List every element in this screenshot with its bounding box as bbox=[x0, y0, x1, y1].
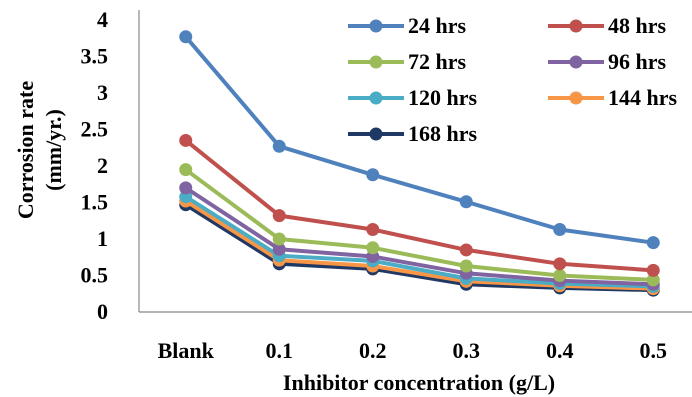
series-line bbox=[184, 199, 654, 291]
y-tick-label: 2 bbox=[97, 153, 108, 178]
legend-swatch-marker bbox=[369, 19, 383, 33]
legend-label: 48 hrs bbox=[608, 13, 667, 38]
data-point bbox=[272, 209, 286, 223]
series-line bbox=[184, 138, 654, 273]
legend-label: 168 hrs bbox=[408, 121, 478, 146]
series-line bbox=[184, 186, 654, 287]
data-point bbox=[366, 168, 380, 182]
y-tick-label: 1.5 bbox=[81, 190, 109, 215]
data-point bbox=[646, 273, 660, 287]
axes bbox=[138, 10, 692, 313]
x-axis-title: Inhibitor concentration (g/L) bbox=[283, 370, 555, 395]
series-line bbox=[184, 203, 654, 293]
series-line bbox=[184, 168, 654, 282]
legend-item: 24 hrs bbox=[348, 13, 467, 38]
y-tick-label: 0 bbox=[97, 299, 108, 324]
y-tick-label: 4 bbox=[97, 7, 108, 32]
x-tick-label: 0.2 bbox=[359, 338, 387, 363]
legend-item: 144 hrs bbox=[548, 85, 678, 110]
y-tick-label: 1 bbox=[97, 226, 108, 251]
data-point bbox=[553, 223, 567, 237]
data-point bbox=[459, 195, 473, 209]
y-tick-label: 0.5 bbox=[81, 263, 109, 288]
legend-item: 72 hrs bbox=[348, 49, 467, 74]
x-tick-label: 0.5 bbox=[640, 338, 668, 363]
legend-item: 168 hrs bbox=[348, 121, 478, 146]
legend-label: 96 hrs bbox=[608, 49, 667, 74]
x-tick-label: 0.1 bbox=[266, 338, 294, 363]
data-point bbox=[272, 242, 286, 256]
data-point bbox=[646, 236, 660, 250]
y-tick-label: 2.5 bbox=[81, 117, 109, 142]
data-point bbox=[553, 269, 567, 282]
y-axis-ticks: 0 0.5 1 1.5 2 2.5 3 3.5 4 bbox=[81, 7, 109, 324]
x-tick-label: 0.3 bbox=[453, 338, 481, 363]
y-tick-label: 3.5 bbox=[81, 44, 109, 69]
legend: 24 hrs 48 hrs 72 hrs 96 hrs 120 hrs 144 hrs 16… bbox=[348, 13, 678, 146]
legend-label: 120 hrs bbox=[408, 85, 478, 110]
data-point bbox=[272, 139, 286, 153]
legend-label: 72 hrs bbox=[408, 49, 467, 74]
y-axis-title: Corrosion rate (mm/yr.) bbox=[13, 81, 66, 220]
data-point bbox=[179, 30, 193, 44]
series-48-hrs bbox=[179, 133, 660, 277]
legend-label: 24 hrs bbox=[408, 13, 467, 38]
legend-swatch-marker bbox=[369, 91, 383, 105]
data-point bbox=[459, 243, 473, 257]
y-tick-label: 3 bbox=[97, 80, 108, 105]
data-point bbox=[179, 181, 193, 195]
series-line bbox=[184, 195, 654, 289]
legend-swatch-marker bbox=[569, 19, 583, 33]
legend-label: 144 hrs bbox=[608, 85, 678, 110]
data-point bbox=[179, 133, 193, 147]
x-tick-label: 0.4 bbox=[546, 338, 574, 363]
data-point bbox=[272, 232, 286, 246]
series-24-hrs bbox=[179, 30, 660, 250]
legend-item: 48 hrs bbox=[548, 13, 667, 38]
series-group bbox=[179, 30, 660, 297]
series-72-hrs bbox=[179, 163, 660, 287]
data-point bbox=[553, 257, 567, 271]
legend-item: 120 hrs bbox=[348, 85, 478, 110]
legend-swatch-marker bbox=[569, 55, 583, 69]
legend-swatch-marker bbox=[569, 91, 583, 105]
data-point bbox=[366, 223, 380, 237]
y-axis-title-line: (mm/yr.) bbox=[41, 109, 66, 191]
data-point bbox=[366, 241, 380, 255]
data-point bbox=[646, 263, 660, 277]
legend-item: 96 hrs bbox=[548, 49, 667, 74]
legend-swatch-marker bbox=[369, 55, 383, 69]
series-line bbox=[184, 35, 654, 245]
y-axis-title-line: Corrosion rate bbox=[13, 81, 38, 220]
data-point bbox=[179, 163, 193, 177]
x-tick-label: Blank bbox=[158, 338, 215, 363]
legend-swatch-marker bbox=[369, 127, 383, 141]
data-point bbox=[459, 259, 473, 273]
x-axis-ticks: Blank 0.1 0.2 0.3 0.4 0.5 bbox=[158, 338, 667, 363]
